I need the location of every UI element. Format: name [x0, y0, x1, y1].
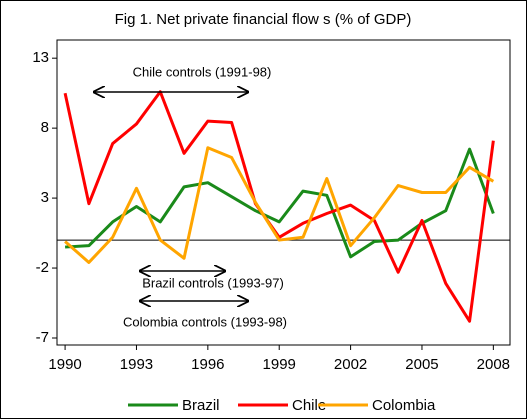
chart-title: Fig 1. Net private financial flow s (% o…: [115, 11, 412, 28]
y-tick-label: 8: [41, 119, 49, 136]
x-tick-label: 1996: [191, 356, 224, 373]
plot-frame: [56, 39, 511, 346]
x-tick-label: 1993: [120, 356, 153, 373]
annotation: Brazil controls (1993-97): [142, 275, 284, 290]
legend-label: Colombia: [372, 397, 436, 414]
legend-label: Chile: [292, 397, 326, 414]
x-tick-label: 2008: [477, 356, 510, 373]
y-tick-label: 3: [41, 189, 49, 206]
x-tick-label: 2005: [405, 356, 438, 373]
annotation: Colombia controls (1993-98): [123, 314, 287, 329]
annotation: Chile controls (1991-98): [133, 64, 272, 79]
series-line: [64, 146, 495, 264]
y-tick-label: -7: [36, 329, 49, 346]
x-tick-label: 1990: [48, 356, 81, 373]
y-tick-label: 13: [32, 49, 49, 66]
x-tick-label: 2002: [334, 356, 367, 373]
legend-label: Brazil: [182, 397, 220, 414]
y-tick-label: -2: [36, 259, 49, 276]
x-tick-label: 1999: [263, 356, 296, 373]
